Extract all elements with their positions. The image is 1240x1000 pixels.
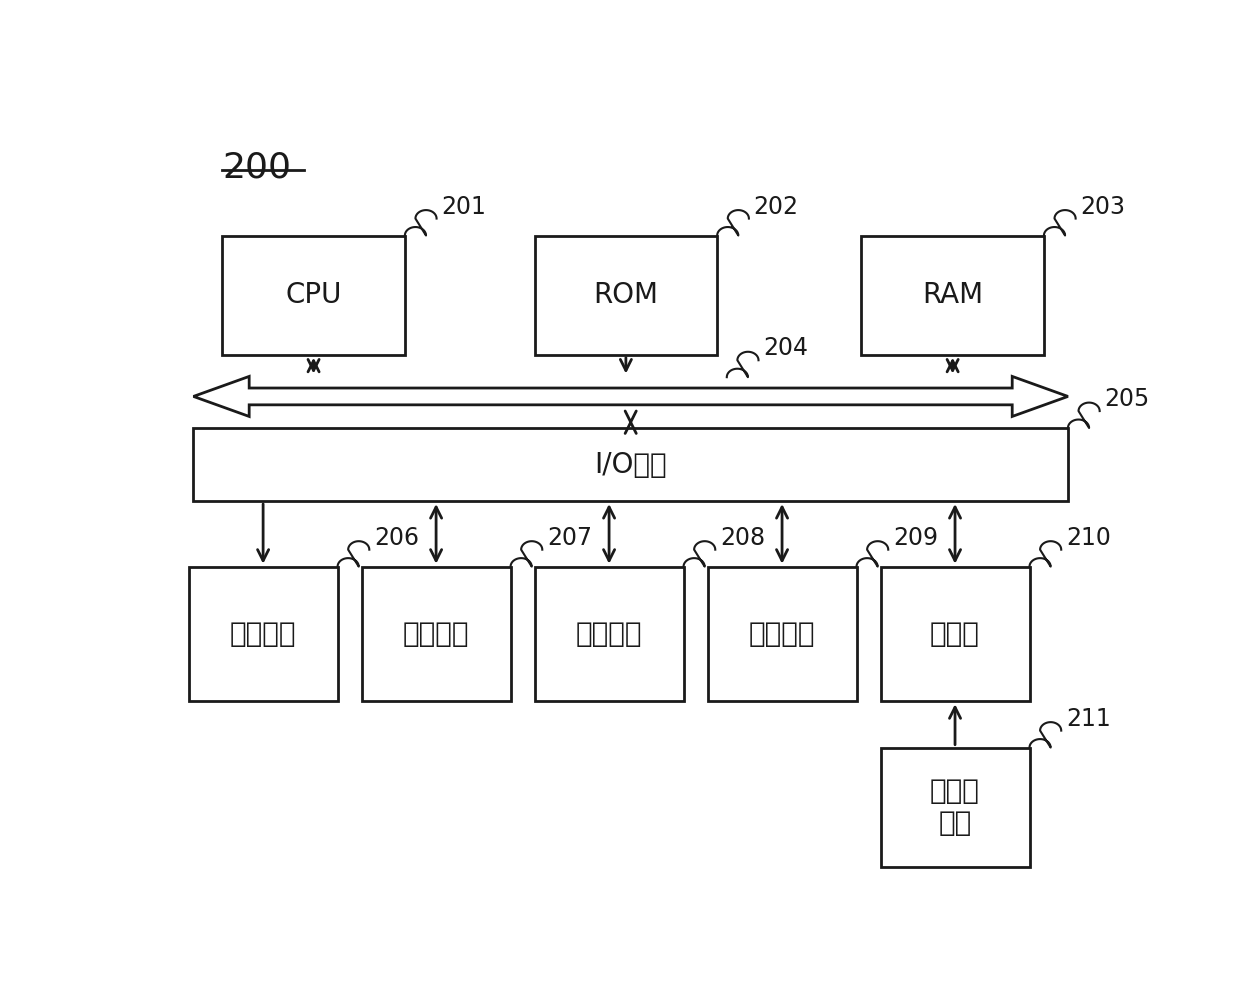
Bar bbox=[534, 567, 683, 701]
Bar bbox=[362, 567, 511, 701]
Text: 201: 201 bbox=[441, 195, 486, 219]
Bar bbox=[188, 567, 337, 701]
Text: ROM: ROM bbox=[594, 281, 658, 309]
Text: 205: 205 bbox=[1105, 387, 1149, 411]
Bar bbox=[880, 567, 1029, 701]
Text: 210: 210 bbox=[1066, 526, 1111, 550]
Text: 输出部分: 输出部分 bbox=[403, 620, 470, 648]
Text: 211: 211 bbox=[1066, 707, 1111, 731]
Text: 204: 204 bbox=[764, 336, 808, 360]
Text: RAM: RAM bbox=[923, 281, 983, 309]
Text: 驱动器: 驱动器 bbox=[930, 620, 980, 648]
Text: 207: 207 bbox=[547, 526, 591, 550]
Text: 可拆卸
介质: 可拆卸 介质 bbox=[930, 777, 980, 837]
Text: 202: 202 bbox=[754, 195, 799, 219]
Text: 输入部分: 输入部分 bbox=[229, 620, 296, 648]
Text: 206: 206 bbox=[374, 526, 419, 550]
Text: 通信部分: 通信部分 bbox=[749, 620, 816, 648]
Bar bbox=[193, 428, 1068, 501]
Text: CPU: CPU bbox=[285, 281, 342, 309]
Bar bbox=[880, 748, 1029, 867]
Text: 200: 200 bbox=[222, 151, 291, 185]
Bar bbox=[222, 235, 404, 355]
Bar bbox=[862, 235, 1044, 355]
Bar bbox=[534, 235, 717, 355]
Text: 203: 203 bbox=[1080, 195, 1126, 219]
Text: 储存部分: 储存部分 bbox=[575, 620, 642, 648]
Text: 208: 208 bbox=[720, 526, 765, 550]
Polygon shape bbox=[193, 376, 1068, 416]
Text: 209: 209 bbox=[893, 526, 937, 550]
Text: I/O接口: I/O接口 bbox=[594, 451, 667, 479]
Bar bbox=[708, 567, 857, 701]
